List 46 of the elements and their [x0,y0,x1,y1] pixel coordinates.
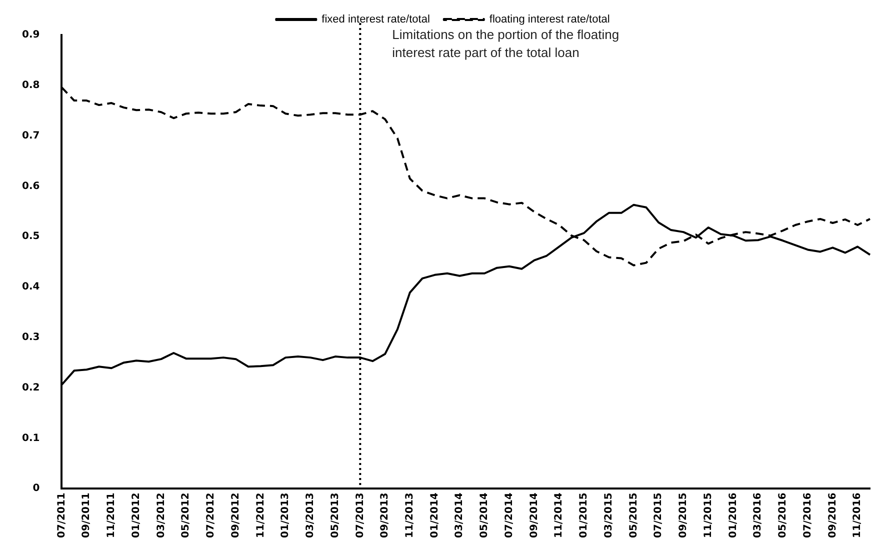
x-tick-label: 11/2014 [554,492,565,538]
x-tick-label: 09/2012 [230,492,242,538]
x-tick-label: 03/2014 [454,492,466,538]
x-tick-label: 11/2015 [702,492,714,538]
x-tick-label: 09/2016 [827,492,838,538]
x-tick-label: 05/2016 [778,492,789,538]
ref-line-label: Limitations on the portion of the floating interest rate part of the total loan [392,27,620,60]
x-tick-label: 01/2015 [578,492,590,538]
x-tick-label: 09/2011 [81,492,92,538]
x-tick-label: 01/2013 [280,492,292,538]
legend-label: fixed interest rate/total [322,14,430,26]
x-tick-label: 01/2016 [728,492,739,538]
x-tick-label: 11/2012 [255,492,266,538]
x-tick-label: 09/2014 [528,492,540,538]
x-tick-label: 05/2013 [330,492,341,538]
x-tick-label: 03/2013 [305,492,316,538]
y-tick-label: 0.4 [22,282,40,293]
y-tick-label: 0.9 [22,30,40,41]
x-tick-label: 11/2011 [106,492,118,538]
x-tick-label: 01/2014 [429,492,440,538]
y-tick-label: 0.1 [22,432,40,444]
y-tick-label: 0 [32,483,40,494]
legend-label: floating interest rate/total [489,14,610,26]
x-tick-label: 05/2015 [628,492,640,538]
x-tick-label: 07/2012 [206,492,217,538]
y-tick-label: 0.3 [22,332,40,343]
x-tick-label: 07/2016 [802,492,814,538]
x-tick-label: 09/2015 [678,492,690,538]
x-tick-label: 05/2014 [479,492,490,538]
y-tick-label: 0.7 [22,130,40,142]
x-tick-label: 03/2016 [752,492,764,538]
y-tick-label: 0.6 [22,180,40,192]
x-tick-label: 07/2015 [653,492,664,538]
x-tick-label: 11/2016 [852,492,864,538]
y-tick-label: 0.8 [22,80,40,91]
x-tick-label: 07/2014 [504,492,515,538]
x-tick-label: 05/2012 [180,492,192,538]
x-tick-label: 09/2013 [380,492,391,538]
x-tick-label: 11/2013 [404,492,416,538]
x-tick-label: 01/2012 [130,492,142,538]
x-tick-label: 07/2011 [56,492,68,538]
x-tick-label: 07/2013 [354,492,366,538]
y-tick-label: 0.5 [22,231,40,242]
y-tick-label: 0.2 [22,382,40,394]
x-tick-label: 03/2012 [156,492,167,538]
x-tick-label: 03/2015 [603,492,614,538]
